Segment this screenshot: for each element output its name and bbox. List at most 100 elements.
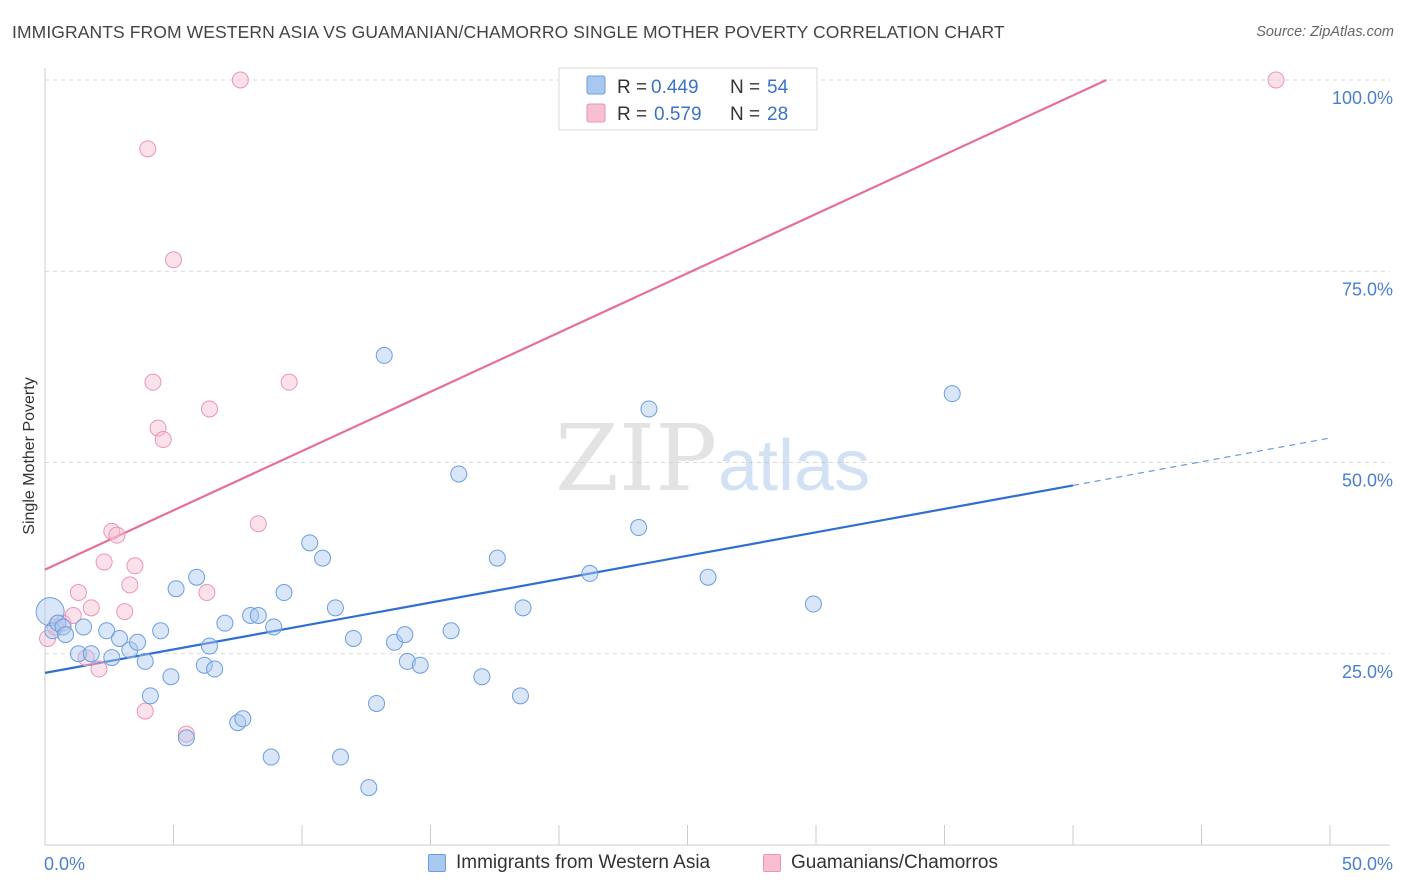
data-point-series2 xyxy=(121,576,139,594)
y-tick-label: 25.0% xyxy=(1342,662,1393,682)
data-point-series1 xyxy=(141,687,159,705)
data-point-series1 xyxy=(411,656,429,674)
data-point-series1 xyxy=(200,637,218,655)
data-point-series1 xyxy=(136,652,154,670)
data-point-series1 xyxy=(396,626,414,644)
x-tick-label: 0.0% xyxy=(44,854,85,874)
data-point-series2 xyxy=(116,603,134,621)
data-point-series2 xyxy=(200,400,218,418)
trend-lines xyxy=(44,79,1331,674)
bottom-legend-label-series2: Guamanians/Chamorros xyxy=(791,852,998,873)
watermark: ZIP atlas xyxy=(555,405,870,512)
data-point-series2 xyxy=(198,584,216,602)
data-point-series1 xyxy=(152,622,170,640)
data-point-series2 xyxy=(108,526,126,544)
legend-r-label-series1: R = xyxy=(617,77,647,98)
data-point-series2 xyxy=(126,557,144,575)
data-point-series1 xyxy=(804,595,822,613)
data-point-series1 xyxy=(275,584,293,602)
data-point-series1 xyxy=(69,645,87,663)
legend: R = 0.449 N = 54 R = 0.579 N = 28 xyxy=(558,67,818,131)
data-point-series1 xyxy=(216,614,234,632)
data-point-series1 xyxy=(640,400,658,418)
data-point-series1 xyxy=(368,694,386,712)
data-point-series1 xyxy=(488,549,506,567)
data-point-series1 xyxy=(360,779,378,797)
data-point-series1 xyxy=(514,599,532,617)
data-point-series1 xyxy=(943,385,961,403)
grid-lines xyxy=(45,79,1390,655)
data-point-series2 xyxy=(154,431,172,449)
data-point-series1 xyxy=(249,607,267,624)
bottom-legend-swatch-series2 xyxy=(763,854,781,872)
data-point-series1 xyxy=(699,568,717,586)
legend-r-value-series2: 0.579 xyxy=(654,104,702,125)
bottom-legend-swatch-series1 xyxy=(428,854,446,872)
data-point-series1 xyxy=(82,645,100,663)
legend-n-label-series1: N = xyxy=(730,77,760,98)
data-point-series2 xyxy=(64,607,82,624)
data-point-series1 xyxy=(234,710,252,728)
trend-line-series1-extension xyxy=(1072,437,1331,487)
y-tick-label: 75.0% xyxy=(1342,279,1393,299)
data-point-series1 xyxy=(162,668,180,686)
legend-n-label-series2: N = xyxy=(730,104,760,125)
legend-n-value-series2: 28 xyxy=(767,104,788,125)
data-point-series1 xyxy=(398,652,416,670)
y-tick-label: 100.0% xyxy=(1332,88,1393,108)
data-point-series1 xyxy=(314,549,332,567)
data-point-series2 xyxy=(82,599,100,617)
data-point-series1 xyxy=(129,633,147,651)
data-point-series1 xyxy=(442,622,460,640)
x-tick-label: 50.0% xyxy=(1342,854,1393,874)
data-point-series1 xyxy=(111,629,129,647)
data-point-series1 xyxy=(167,580,185,598)
legend-r-value-series1: 0.449 xyxy=(651,77,699,98)
series1-points xyxy=(35,346,961,797)
data-point-series1 xyxy=(630,519,648,537)
data-point-series2 xyxy=(249,515,267,533)
legend-swatch-series1 xyxy=(586,75,606,95)
data-point-series2 xyxy=(165,251,182,269)
data-point-series1 xyxy=(450,465,468,483)
bottom-legend-label-series1: Immigrants from Western Asia xyxy=(456,852,711,873)
data-point-series1 xyxy=(195,656,213,674)
tick-labels: 25.0% 50.0% 75.0% 100.0% 0.0% 50.0% xyxy=(44,88,1393,874)
data-point-series1 xyxy=(206,660,224,678)
data-point-series1 xyxy=(581,564,599,582)
data-point-series1 xyxy=(188,568,206,586)
chart-title: IMMIGRANTS FROM WESTERN ASIA VS GUAMANIA… xyxy=(12,22,1005,42)
data-point-series2 xyxy=(144,373,162,391)
data-point-series1 xyxy=(332,748,350,766)
watermark-atlas: atlas xyxy=(718,426,870,506)
data-point-series1 xyxy=(75,618,93,636)
data-point-series2 xyxy=(136,702,154,720)
data-point-series1 xyxy=(98,622,116,640)
y-axis-label: Single Mother Poverty xyxy=(21,377,38,534)
legend-r-label-series2: R = xyxy=(617,104,647,125)
data-point-series2 xyxy=(139,140,157,158)
data-point-series2 xyxy=(1267,71,1285,89)
data-point-series2 xyxy=(95,553,113,571)
legend-swatch-series2 xyxy=(586,103,606,123)
bottom-legend: Immigrants from Western Asia Guamanians/… xyxy=(0,852,1406,878)
axes xyxy=(44,68,1390,846)
bottom-legend-series1: Immigrants from Western Asia xyxy=(428,852,710,874)
y-tick-label: 50.0% xyxy=(1342,471,1393,491)
data-point-series1 xyxy=(103,649,121,667)
data-point-series1 xyxy=(301,534,319,552)
data-point-series1 xyxy=(177,729,195,747)
data-point-series2 xyxy=(177,725,195,743)
data-point-series1 xyxy=(262,748,280,766)
data-point-series1 xyxy=(511,687,529,705)
data-point-series1 xyxy=(265,618,283,636)
data-point-series1 xyxy=(344,629,362,647)
trend-line-series2 xyxy=(44,79,1107,571)
data-point-series2 xyxy=(90,660,108,678)
watermark-zip: ZIP xyxy=(555,405,717,512)
data-point-series2 xyxy=(69,584,87,602)
bottom-legend-series2: Guamanians/Chamorros xyxy=(763,852,998,874)
data-point-series1 xyxy=(57,626,75,644)
data-point-series2 xyxy=(280,373,298,391)
